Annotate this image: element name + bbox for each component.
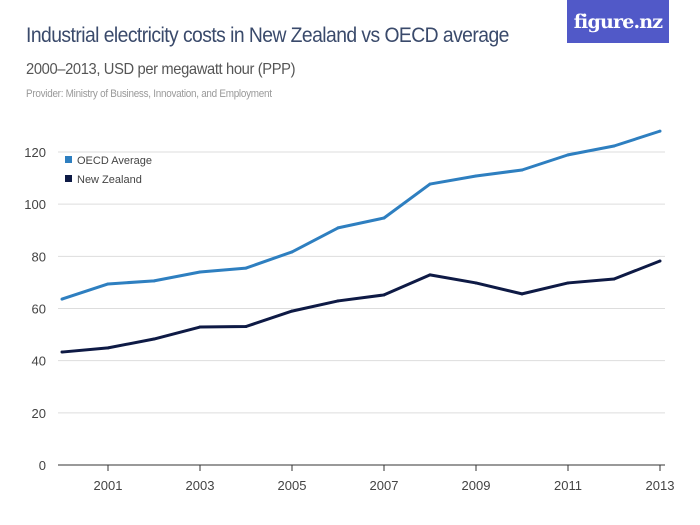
data-point — [382, 216, 386, 220]
data-point — [658, 259, 662, 263]
data-point — [474, 174, 478, 178]
data-point — [428, 273, 432, 277]
data-point — [336, 299, 340, 303]
data-point — [612, 144, 616, 148]
data-point — [106, 346, 110, 350]
data-point — [658, 129, 662, 133]
chart-subtitle: 2000–2013, USD per megawatt hour (PPP) — [26, 61, 296, 78]
data-point — [566, 281, 570, 285]
data-point — [152, 337, 156, 341]
legend-label: OECD Average — [77, 155, 152, 167]
logo-text: figure.nz — [573, 10, 663, 33]
data-point — [290, 250, 294, 254]
data-point — [612, 277, 616, 281]
chart-title: Industrial electricity costs in New Zeal… — [26, 24, 509, 47]
x-tick-label: 2013 — [646, 478, 675, 493]
x-tick-label: 2011 — [554, 478, 582, 493]
x-tick-label: 2005 — [278, 478, 307, 493]
y-tick-label: 60 — [32, 302, 46, 317]
legend-swatch — [65, 175, 72, 182]
x-tick-label: 2003 — [186, 478, 215, 493]
data-point — [198, 270, 202, 274]
y-tick-label: 80 — [32, 249, 46, 264]
y-tick-label: 20 — [32, 406, 46, 421]
data-point — [244, 324, 248, 328]
data-point — [336, 226, 340, 230]
data-point — [244, 266, 248, 270]
series-line-new-zealand — [61, 259, 661, 354]
y-tick-label: 100 — [24, 197, 46, 212]
x-tick-label: 2009 — [462, 478, 491, 493]
x-tick-label: 2007 — [370, 478, 399, 493]
provider-text: Provider: Ministry of Business, Innovati… — [26, 88, 272, 100]
data-point — [152, 279, 156, 283]
data-point — [290, 309, 294, 313]
data-point — [474, 281, 478, 285]
y-tick-label: 0 — [39, 458, 46, 473]
data-point — [60, 297, 64, 301]
data-point — [60, 350, 64, 354]
x-tick-label: 2001 — [94, 478, 123, 493]
series-line-oecd-average — [61, 129, 661, 301]
data-point — [106, 282, 110, 286]
data-point — [198, 325, 202, 329]
y-tick-label: 40 — [32, 354, 46, 369]
figure-nz-logo[interactable]: figure.nz — [567, 0, 669, 43]
y-tick-label: 120 — [24, 145, 46, 160]
legend-swatch — [65, 156, 72, 163]
data-point — [382, 293, 386, 297]
legend-label: New Zealand — [77, 174, 142, 186]
data-point — [520, 168, 524, 172]
data-point — [428, 182, 432, 186]
data-point — [520, 292, 524, 296]
data-point — [566, 153, 570, 157]
